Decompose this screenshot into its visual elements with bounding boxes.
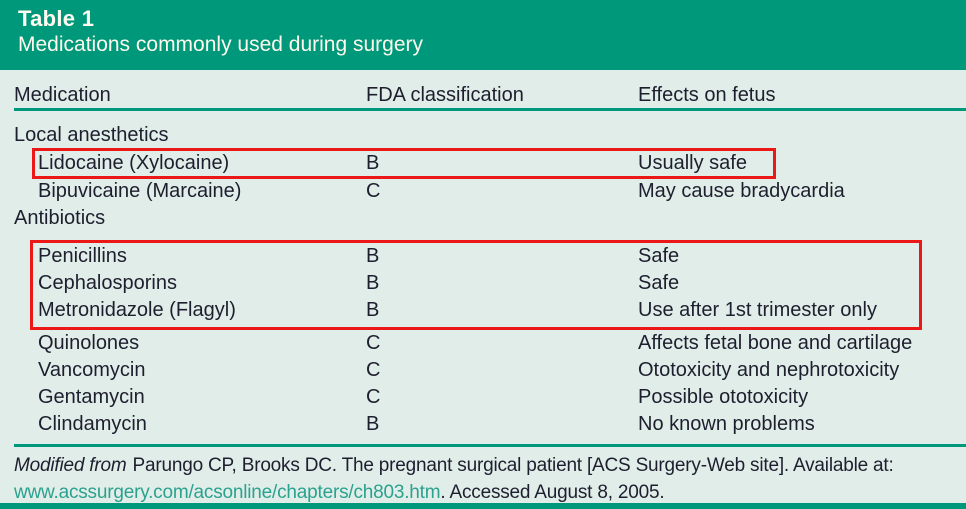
cell-effects: Use after 1st trimester only <box>638 299 877 321</box>
row-penicillins: Penicillins B Safe <box>0 243 966 269</box>
red-highlight-box-antibiotics <box>30 240 922 330</box>
cell-effects: Safe <box>638 245 680 267</box>
cell-fda: C <box>366 359 381 381</box>
row-cephalosporins: Cephalosporins B Safe <box>0 270 966 296</box>
cell-effects: Usually safe <box>638 152 747 174</box>
cell-effects: Ototoxicity and nephrotoxicity <box>638 359 900 381</box>
column-header-medication: Medication <box>14 84 111 106</box>
footnote-modified-from: Modified from <box>14 455 127 476</box>
header-divider-rule <box>14 108 966 111</box>
cell-medication: Lidocaine (Xylocaine) <box>38 152 230 174</box>
footnote-accessed-date: . Accessed August 8, 2005. <box>440 482 665 503</box>
cell-medication: Vancomycin <box>38 359 146 381</box>
cell-medication: Gentamycin <box>38 386 145 408</box>
table-number: Table 1 <box>18 6 95 31</box>
cell-medication: Penicillins <box>38 245 127 267</box>
row-quinolones: Quinolones C Affects fetal bone and cart… <box>0 330 966 356</box>
cell-fda: B <box>366 272 380 294</box>
cell-medication: Quinolones <box>38 332 140 354</box>
row-bipuvicaine: Bipuvicaine (Marcaine) C May cause brady… <box>0 178 966 204</box>
table-title-bar: Table 1 Medications commonly used during… <box>0 0 966 70</box>
row-lidocaine: Lidocaine (Xylocaine) B Usually safe <box>0 150 966 176</box>
cell-effects: May cause bradycardia <box>638 180 845 202</box>
column-header-row: Medication FDA classification Effects on… <box>0 82 966 108</box>
cell-fda: C <box>366 332 381 354</box>
cell-medication: Cephalosporins <box>38 272 177 294</box>
footnote-line-1: Modified from Parungo CP, Brooks DC. The … <box>14 453 960 478</box>
cell-fda: B <box>366 152 380 174</box>
red-highlight-box-lidocaine <box>32 148 776 179</box>
group-label: Antibiotics <box>14 207 106 229</box>
footnote-citation: Parungo CP, Brooks DC. The pregnant surg… <box>132 455 894 476</box>
row-vancomycin: Vancomycin C Ototoxicity and nephrotoxic… <box>0 357 966 383</box>
cell-effects: Affects fetal bone and cartilage <box>638 332 913 354</box>
cell-fda: B <box>366 299 380 321</box>
cell-effects: Safe <box>638 272 680 294</box>
column-header-effects-on-fetus: Effects on fetus <box>638 84 776 106</box>
footnote-url-link[interactable]: www.acssurgery.com/acsonline/chapters/ch… <box>14 482 441 503</box>
cell-medication: Bipuvicaine (Marcaine) <box>38 180 242 202</box>
row-clindamycin: Clindamycin B No known problems <box>0 411 966 437</box>
column-header-fda-classification: FDA classification <box>366 84 524 106</box>
cell-medication: Clindamycin <box>38 413 147 435</box>
row-group-antibiotics: Antibiotics <box>0 205 966 231</box>
row-gentamycin: Gentamycin C Possible ototoxicity <box>0 384 966 410</box>
group-label: Local anesthetics <box>14 124 169 146</box>
cell-medication: Metronidazole (Flagyl) <box>38 299 236 321</box>
bottom-teal-strip <box>0 503 966 509</box>
cell-effects: No known problems <box>638 413 815 435</box>
cell-effects: Possible ototoxicity <box>638 386 809 408</box>
row-group-local-anesthetics: Local anesthetics <box>0 122 966 148</box>
table-caption: Medications commonly used during surgery <box>18 33 424 56</box>
cell-fda: C <box>366 180 381 202</box>
cell-fda: C <box>366 386 381 408</box>
cell-fda: B <box>366 245 380 267</box>
cell-fda: B <box>366 413 380 435</box>
footer-divider-rule <box>14 444 966 447</box>
footnote-line-2: www.acssurgery.com/acsonline/chapters/ch… <box>14 480 960 505</box>
row-metronidazole: Metronidazole (Flagyl) B Use after 1st t… <box>0 297 966 323</box>
